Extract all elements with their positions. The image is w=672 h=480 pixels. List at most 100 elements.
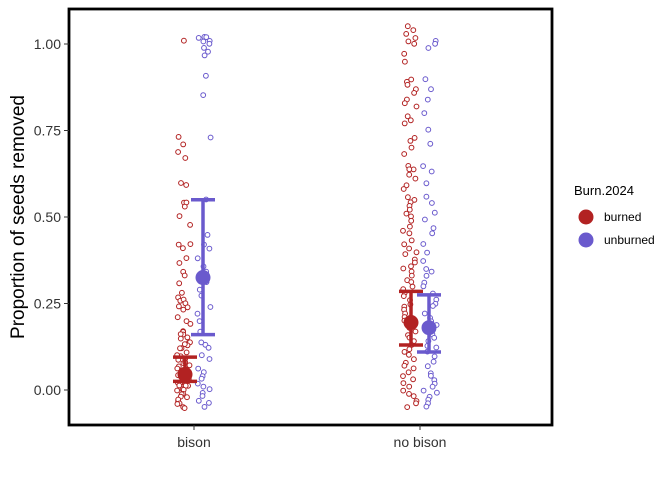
data-point-burned [181, 203, 188, 210]
data-point-burned [177, 345, 183, 352]
data-point-burned [181, 405, 188, 412]
data-point-burned [402, 251, 409, 258]
data-point-unburned [203, 72, 209, 79]
data-point-burned [174, 387, 181, 394]
data-point-burned [411, 356, 417, 363]
data-point-unburned [427, 140, 434, 147]
data-point-burned [401, 50, 408, 57]
data-point-burned [401, 349, 408, 355]
data-point-burned [184, 334, 191, 341]
data-point-unburned [429, 383, 436, 390]
data-point-burned [400, 265, 407, 272]
x-tick-label: no bison [394, 434, 447, 450]
data-point-burned [410, 393, 417, 400]
data-point-unburned [429, 230, 436, 237]
data-point-burned [400, 387, 407, 394]
legend-key-unburned [578, 232, 594, 248]
data-point-burned [180, 245, 186, 252]
data-point-burned [183, 182, 190, 188]
data-point-unburned [194, 255, 201, 262]
data-point-unburned [201, 45, 207, 51]
data-point-burned [175, 241, 182, 248]
data-point-unburned [195, 397, 202, 404]
data-point-burned [406, 346, 413, 353]
data-point-unburned [424, 363, 431, 370]
data-point-burned [411, 135, 418, 141]
data-point-burned [181, 341, 188, 348]
data-point-unburned [422, 76, 429, 83]
legend-title: Burn.2024 [574, 183, 634, 198]
data-point-burned [405, 194, 411, 201]
data-point-unburned [423, 272, 430, 279]
data-point-burned [404, 113, 411, 120]
panel-background [69, 9, 552, 425]
data-point-burned [406, 391, 412, 397]
data-point-burned [187, 321, 194, 327]
data-point-unburned [195, 35, 202, 41]
data-point-unburned [428, 372, 434, 379]
data-point-burned [184, 394, 190, 401]
data-point-burned [412, 328, 419, 335]
data-point-burned [406, 166, 413, 173]
data-point-unburned [423, 193, 430, 200]
data-point-burned [406, 206, 413, 213]
data-point-unburned [199, 393, 206, 399]
data-point-unburned [432, 40, 439, 47]
data-point-burned [404, 404, 411, 411]
data-point-unburned [424, 96, 431, 103]
mean-point-burned [403, 315, 419, 331]
data-point-burned [413, 249, 420, 256]
data-point-unburned [205, 344, 212, 351]
data-point-burned [182, 155, 189, 161]
data-point-unburned [425, 126, 432, 133]
data-point-burned [175, 149, 182, 155]
data-point-unburned [423, 403, 430, 410]
data-point-burned [401, 100, 408, 107]
data-point-unburned [206, 356, 213, 362]
data-point-burned [180, 141, 187, 148]
data-point-burned [175, 134, 182, 140]
data-point-unburned [420, 283, 427, 290]
x-tick-label: bison [177, 434, 210, 450]
data-point-unburned [428, 168, 435, 175]
legend-key-burned [578, 209, 594, 225]
data-point-unburned [201, 404, 208, 410]
data-point-burned [401, 241, 408, 248]
data-point-burned [408, 272, 415, 279]
data-point-unburned [431, 209, 438, 216]
y-tick-label: 1.00 [34, 36, 61, 52]
data-point-burned [176, 303, 182, 310]
y-tick-label: 0.50 [34, 209, 61, 225]
data-point-burned [174, 314, 181, 321]
data-point-burned [408, 279, 415, 285]
data-point-burned [411, 90, 418, 96]
data-point-burned [400, 293, 407, 300]
data-point-unburned [421, 310, 428, 317]
data-point-burned [407, 223, 413, 230]
data-point-burned [181, 272, 188, 279]
data-point-burned [187, 222, 194, 228]
data-point-unburned [422, 216, 428, 223]
y-axis-title: Proportion of seeds removed [8, 95, 29, 339]
data-point-burned [407, 117, 414, 124]
data-point-unburned [423, 266, 430, 272]
data-point-unburned [206, 386, 213, 393]
data-point-unburned [205, 48, 211, 55]
data-point-unburned [423, 180, 430, 187]
data-point-burned [410, 365, 417, 372]
summary-layer [173, 197, 441, 384]
data-point-burned [402, 58, 408, 65]
data-point-unburned [206, 245, 213, 252]
data-point-unburned [428, 86, 434, 93]
data-point-burned [403, 182, 410, 189]
data-point-unburned [206, 40, 213, 47]
data-point-unburned [424, 249, 431, 256]
data-point-burned [408, 217, 415, 224]
mean-point-unburned [421, 320, 437, 336]
data-point-unburned [420, 387, 427, 394]
data-point-burned [176, 260, 183, 266]
data-point-unburned [206, 400, 212, 406]
data-point-burned [404, 81, 411, 88]
y-tick-label: 0.75 [34, 123, 61, 139]
